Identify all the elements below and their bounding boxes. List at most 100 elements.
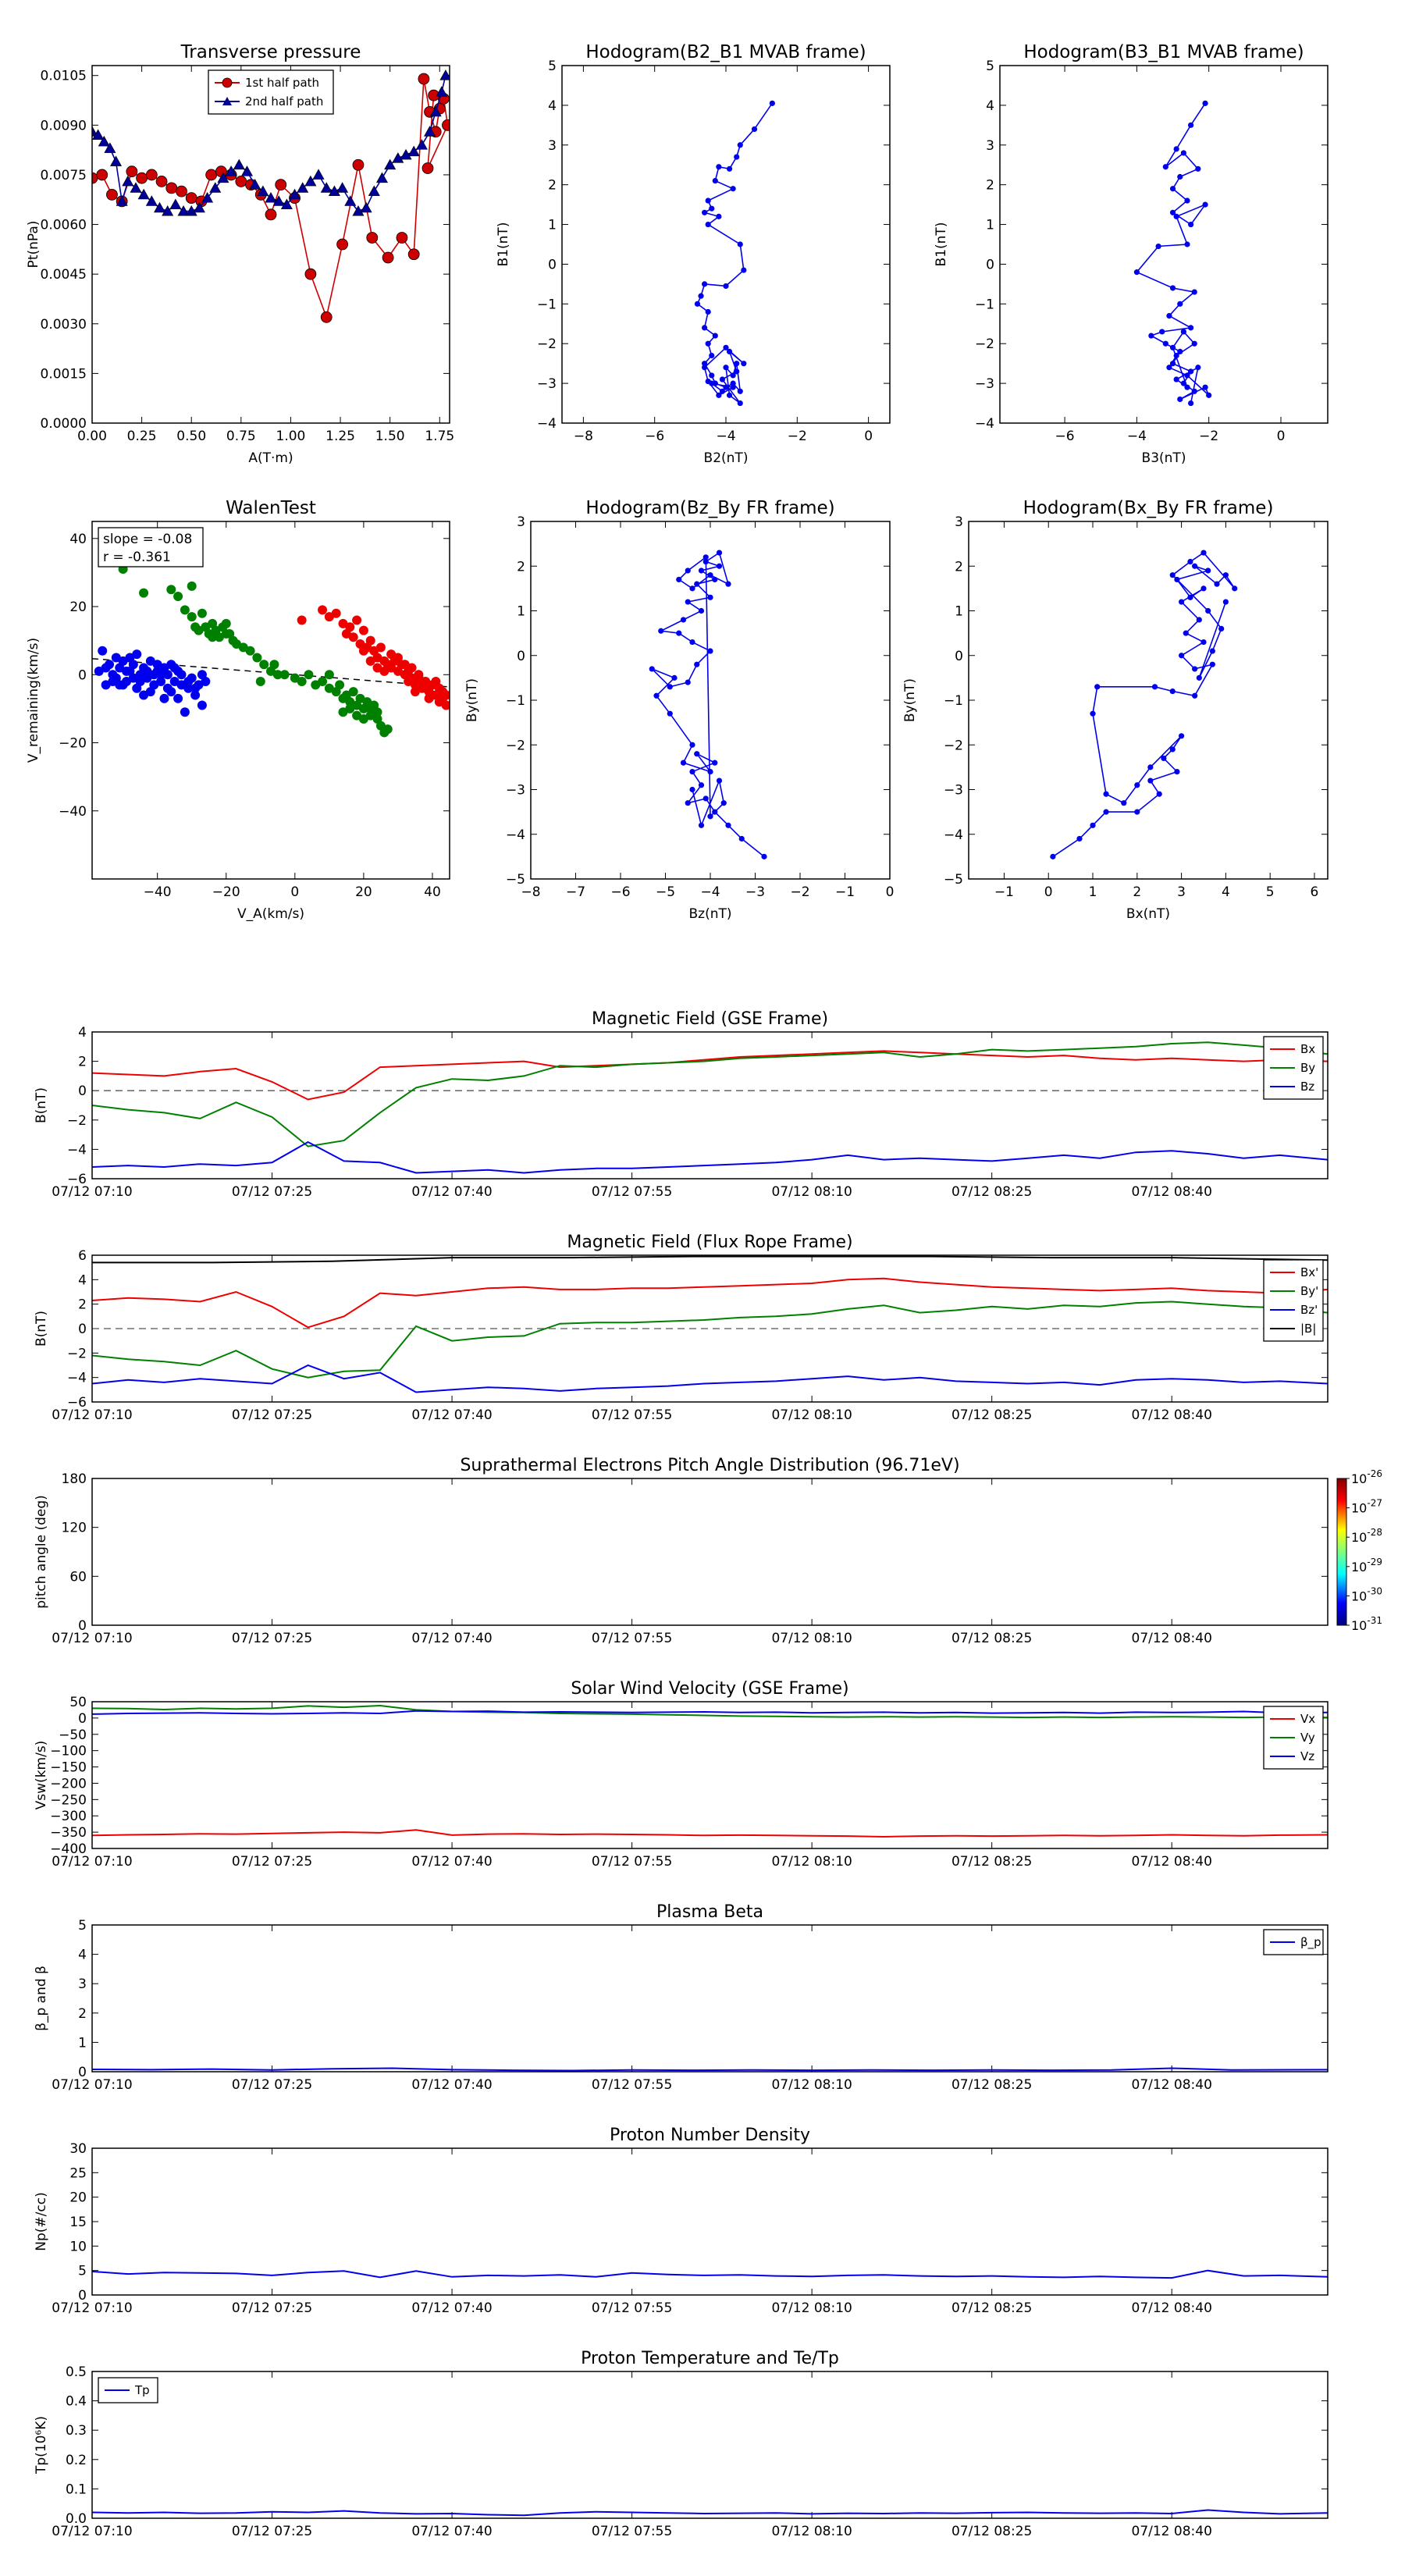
y-tick-label: 0.0030 xyxy=(41,317,87,333)
data-point xyxy=(694,661,700,667)
data-point xyxy=(352,205,365,216)
series-line-0 xyxy=(92,2269,1328,2279)
data-point xyxy=(1134,782,1140,788)
data-point xyxy=(705,197,711,204)
data-point xyxy=(667,710,673,717)
data-point xyxy=(737,241,743,247)
series-line-0 xyxy=(92,1277,1328,1329)
y-axis-label: Np(#/cc) xyxy=(34,2192,49,2250)
plot-frame xyxy=(530,521,891,880)
y-tick-label: 3 xyxy=(78,1976,87,1992)
data-point xyxy=(698,607,705,614)
data-point xyxy=(1173,213,1179,219)
legend: Vx Vy Vz xyxy=(1263,1706,1324,1770)
data-point xyxy=(734,361,740,367)
y-tick-label: −2 xyxy=(537,336,557,352)
series-line-3 xyxy=(92,1255,1328,1264)
data-point xyxy=(365,656,375,666)
data-point xyxy=(689,639,695,646)
y-tick-label: 0 xyxy=(78,667,87,683)
y-tick-label: 0.0 xyxy=(66,2511,87,2527)
data-point xyxy=(265,192,277,203)
chart-ts_beta: Plasma Beta β_p and β 07/12 07:10 07/12 07:… xyxy=(34,1902,1329,2093)
data-point xyxy=(1214,581,1220,587)
data-point xyxy=(1156,791,1162,797)
data-point xyxy=(257,185,269,197)
x-tick-label: 07/12 07:25 xyxy=(232,1184,312,1200)
data-point xyxy=(156,677,166,687)
data-point xyxy=(1121,800,1127,806)
chart-title: Hodogram(Bx_By FR frame) xyxy=(1023,498,1274,518)
data-point xyxy=(1177,301,1183,307)
chart-title: Proton Temperature and Te/Tp xyxy=(581,2349,839,2368)
data-point xyxy=(676,576,682,583)
plot-frame xyxy=(91,65,450,424)
data-point xyxy=(707,648,713,654)
data-point xyxy=(1177,348,1183,354)
y-tick-label: 5 xyxy=(548,59,557,74)
y-tick-label: 0.0015 xyxy=(41,366,87,382)
plot-frame xyxy=(999,65,1329,424)
data-point xyxy=(352,158,365,171)
legend: Bx' By' Bz' |B| xyxy=(1263,1259,1324,1342)
data-point xyxy=(720,800,727,806)
data-point xyxy=(712,760,718,766)
data-point xyxy=(1169,344,1176,350)
y-tick-label: 5 xyxy=(986,59,994,74)
plot-area xyxy=(92,2509,1328,2517)
y-tick-label: −3 xyxy=(944,783,963,799)
y-tick-label: 120 xyxy=(62,1521,87,1536)
data-point xyxy=(365,635,375,646)
x-tick-label: 1 xyxy=(1089,884,1097,900)
colorbar-exponent: -27 xyxy=(1367,1498,1382,1509)
y-tick-label: −300 xyxy=(50,1809,87,1824)
data-point xyxy=(1151,684,1158,690)
x-tick-label: −8 xyxy=(574,429,593,444)
data-point xyxy=(375,172,388,183)
data-point xyxy=(331,608,341,618)
x-tick-label: −2 xyxy=(790,884,809,900)
data-point xyxy=(165,182,178,194)
data-point xyxy=(139,588,149,598)
chart-title: WalenTest xyxy=(226,498,316,518)
data-point xyxy=(1222,599,1229,605)
data-point xyxy=(726,348,733,354)
x-tick-label: 07/12 07:55 xyxy=(592,2300,672,2316)
data-point xyxy=(183,677,194,687)
data-point xyxy=(1209,661,1215,667)
data-point xyxy=(407,145,420,157)
data-point xyxy=(1133,269,1140,276)
data-point xyxy=(345,703,355,713)
y-tick-label: −4 xyxy=(67,1371,87,1386)
x-tick-label: 07/12 07:55 xyxy=(592,1184,672,1200)
data-point xyxy=(716,563,723,569)
data-point xyxy=(689,742,695,748)
x-tick-label: 0.75 xyxy=(226,429,256,444)
data-point xyxy=(1174,576,1180,583)
data-point xyxy=(694,751,700,757)
data-point xyxy=(185,192,197,205)
data-point xyxy=(197,700,207,710)
x-tick-label: 07/12 07:10 xyxy=(52,2524,132,2539)
data-point xyxy=(415,139,428,150)
data-point xyxy=(348,632,358,642)
data-point xyxy=(1090,822,1096,828)
y-tick-label: 0.0075 xyxy=(41,168,87,183)
data-point xyxy=(671,674,678,681)
data-point xyxy=(685,568,691,574)
plot-area xyxy=(1050,550,1238,859)
data-point xyxy=(442,119,450,131)
x-tick-label: 07/12 07:40 xyxy=(411,1407,492,1423)
y-tick-label: −4 xyxy=(975,416,994,432)
data-point xyxy=(680,760,687,766)
legend-label: Bx xyxy=(1300,1042,1315,1056)
y-tick-label: 0.0045 xyxy=(41,267,87,283)
data-point xyxy=(145,169,158,181)
x-tick-label: 07/12 07:10 xyxy=(52,1407,132,1423)
data-point xyxy=(156,670,166,680)
series-line-0 xyxy=(92,2067,1328,2072)
data-point xyxy=(1188,400,1194,407)
series-line-2 xyxy=(92,1364,1328,1393)
series-line-1 xyxy=(92,1300,1328,1379)
